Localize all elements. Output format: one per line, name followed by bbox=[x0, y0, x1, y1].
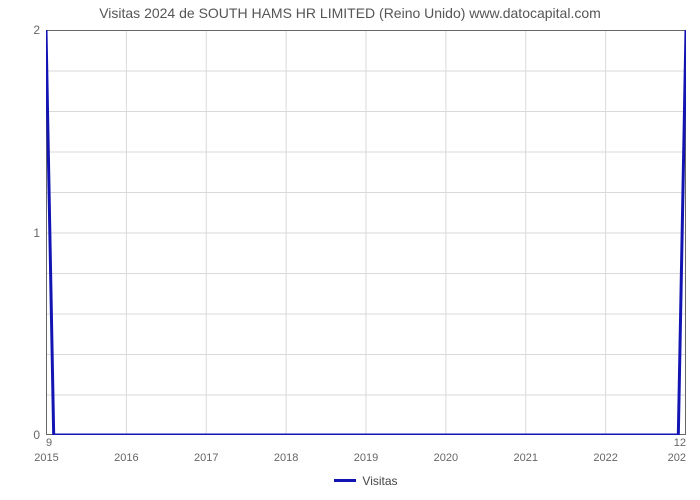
line-chart: Visitas 2024 de SOUTH HAMS HR LIMITED (R… bbox=[0, 0, 700, 500]
x-tick-label: 2015 bbox=[34, 452, 58, 464]
legend-label: Visitas bbox=[362, 474, 397, 488]
x-tick-label: 2019 bbox=[354, 452, 378, 464]
x-tick-label: 2021 bbox=[514, 452, 538, 464]
x-tick-label: 2022 bbox=[593, 452, 617, 464]
x-tick-label: 202 bbox=[668, 452, 686, 464]
legend-swatch bbox=[334, 479, 356, 482]
x-tick-label: 2020 bbox=[434, 452, 458, 464]
legend: Visitas bbox=[46, 471, 686, 488]
plot-area bbox=[46, 30, 686, 435]
y-tick-label: 2 bbox=[33, 23, 40, 37]
plot-svg bbox=[46, 30, 686, 435]
x-tick-label: 2017 bbox=[194, 452, 218, 464]
series-end-label: 12 bbox=[674, 437, 686, 449]
y-tick-label: 0 bbox=[33, 428, 40, 442]
series-end-label: 9 bbox=[46, 437, 52, 449]
y-tick-label: 1 bbox=[33, 226, 40, 240]
chart-title: Visitas 2024 de SOUTH HAMS HR LIMITED (R… bbox=[0, 5, 700, 21]
legend-item-visitas: Visitas bbox=[334, 474, 397, 488]
x-tick-label: 2018 bbox=[274, 452, 298, 464]
x-tick-label: 2016 bbox=[114, 452, 138, 464]
